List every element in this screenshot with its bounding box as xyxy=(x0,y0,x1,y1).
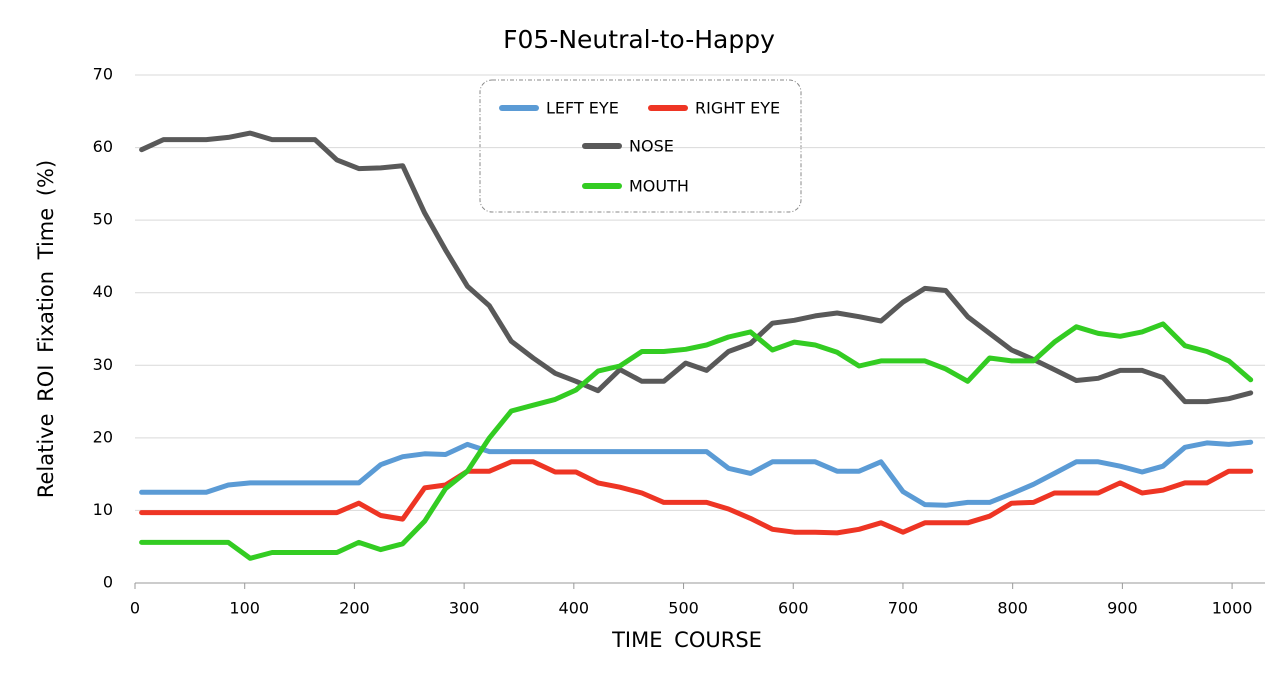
y-tick-label: 0 xyxy=(103,573,113,592)
x-tick-label: 200 xyxy=(339,599,370,618)
x-tick-label: 600 xyxy=(778,599,809,618)
legend-box xyxy=(479,79,802,213)
y-tick-label: 20 xyxy=(93,427,113,446)
x-tick-label: 400 xyxy=(559,599,590,618)
y-tick-label: 30 xyxy=(93,355,113,374)
x-tick-label: 500 xyxy=(668,599,699,618)
y-tick-label: 10 xyxy=(93,500,113,519)
x-tick-label: 700 xyxy=(888,599,919,618)
x-tick-label: 1000 xyxy=(1212,599,1253,618)
x-tick-label: 300 xyxy=(449,599,480,618)
legend-label: MOUTH xyxy=(629,177,689,196)
x-tick-label: 800 xyxy=(997,599,1028,618)
x-axis-label: TIME COURSE xyxy=(611,628,762,652)
x-tick-label: 900 xyxy=(1107,599,1138,618)
y-tick-label: 70 xyxy=(93,65,113,84)
y-tick-label: 50 xyxy=(93,210,113,229)
x-tick-label: 0 xyxy=(130,599,140,618)
legend-label: NOSE xyxy=(629,137,674,156)
y-tick-label: 60 xyxy=(93,137,113,156)
series-line xyxy=(139,130,1254,405)
y-axis-label: Relative ROI Fixation Time (%) xyxy=(34,160,58,498)
series-line xyxy=(139,321,1254,561)
chart-title: F05-Neutral-to-Happy xyxy=(503,25,775,54)
legend-label: RIGHT EYE xyxy=(695,99,780,118)
series-line xyxy=(139,459,1254,536)
legend-label: LEFT EYE xyxy=(546,99,619,118)
series-line xyxy=(139,439,1254,508)
y-tick-label: 40 xyxy=(93,282,113,301)
x-tick-label: 100 xyxy=(229,599,260,618)
